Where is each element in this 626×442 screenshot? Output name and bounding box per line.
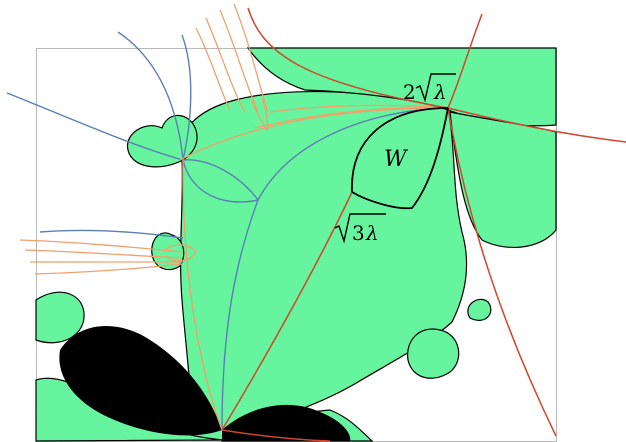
point-label-mid: 3 λ [334, 213, 386, 245]
red-curve-right-out [447, 107, 626, 143]
orange-curve-7 [269, 104, 449, 113]
blue-curve-upper [181, 34, 192, 161]
orange-curve-1 [195, 27, 231, 111]
main-lobe [179, 90, 468, 441]
orange-curve-top-lens-b [261, 97, 269, 131]
lower-right-bulb [407, 328, 460, 379]
w-boundary-right [351, 107, 449, 210]
orange-curve-5 [179, 107, 449, 161]
point-label-top-var: λ [433, 80, 447, 104]
orange-curve-2 [205, 17, 246, 113]
orange-curve-down [182, 159, 223, 431]
point-label-mid-var: λ [365, 221, 379, 245]
region-w-label: W [384, 147, 409, 172]
orange-curves [19, 3, 449, 431]
red-curve-top-arc [247, 7, 449, 109]
sqrt-sign-top [415, 73, 456, 103]
red-curve-top-right [447, 13, 483, 109]
red-curve-bottom-out [221, 429, 331, 442]
orange-curve-11 [34, 263, 183, 275]
blue-curve-far-left [6, 92, 184, 161]
blue-curve-upper-left [117, 31, 184, 161]
orange-curve-8 [19, 239, 183, 253]
point-label-mid-coef: 3 [352, 221, 365, 245]
red-curve-down-right [447, 107, 557, 437]
orange-curve-3 [219, 9, 259, 113]
sqrt-sign-mid [334, 213, 386, 244]
point-label-top: 2 λ [403, 73, 456, 104]
red-curves [221, 7, 626, 442]
orange-curve-6 [254, 106, 449, 129]
point-label-top-coef: 2 [403, 80, 416, 104]
blue-curve-lens-lower [182, 159, 259, 203]
orange-curve-4 [233, 3, 269, 113]
upper-left-bulb [127, 114, 198, 168]
w-boundary-left [351, 107, 449, 193]
red-curve-sqrt3 [221, 191, 353, 431]
w-boundary [351, 107, 449, 210]
blue-curve-down [221, 199, 259, 431]
blue-curve-left-short [39, 229, 184, 239]
orange-curve-lens-a [164, 244, 197, 253]
small-right-bulb [467, 298, 492, 321]
blue-curve-lens-upper [182, 159, 259, 201]
orange-curve-top-lens-a [251, 99, 269, 131]
orange-curve-lens-b [164, 251, 197, 262]
fatou-region [35, 47, 557, 442]
left-edge-bulb [35, 291, 85, 344]
julia-core [59, 326, 351, 441]
